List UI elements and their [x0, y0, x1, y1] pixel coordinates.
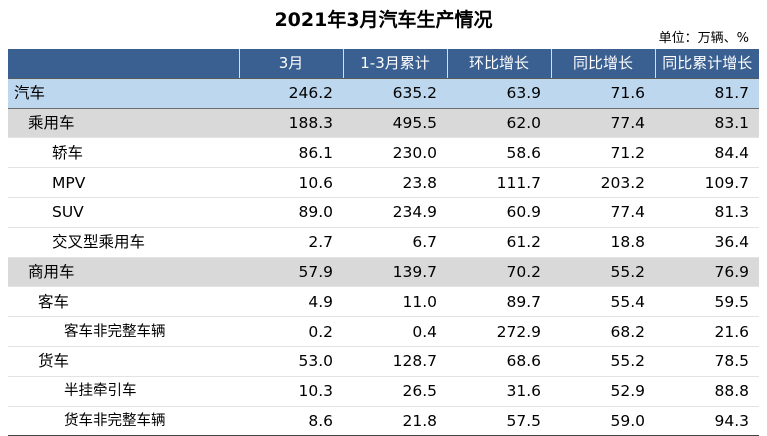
value-cell: 84.4 — [655, 137, 759, 169]
value-cell: 0.2 — [239, 316, 343, 347]
value-cell: 234.9 — [343, 197, 447, 228]
value-cell: 76.9 — [655, 257, 759, 288]
value-cell: 94.3 — [655, 406, 759, 436]
value-cell: 63.9 — [447, 78, 551, 109]
value-cell: 495.5 — [343, 108, 447, 139]
value-cell: 83.1 — [655, 108, 759, 139]
value-cell: 4.9 — [239, 286, 343, 318]
value-cell: 0.4 — [343, 316, 447, 347]
table-row: 客车非完整车辆 0.2 0.4 272.9 68.2 21.6 — [8, 316, 759, 347]
row-label: MPV — [8, 167, 239, 198]
value-cell: 89.0 — [239, 197, 343, 228]
value-cell: 55.4 — [551, 286, 655, 318]
value-cell: 111.7 — [447, 167, 551, 198]
value-cell: 53.0 — [239, 346, 343, 377]
value-cell: 62.0 — [447, 108, 551, 139]
value-cell: 68.6 — [447, 346, 551, 377]
value-cell: 81.7 — [655, 78, 759, 109]
value-cell: 31.6 — [447, 376, 551, 407]
unit-note: 单位：万辆、% — [658, 31, 749, 46]
value-cell: 59.5 — [655, 286, 759, 318]
value-cell: 10.3 — [239, 376, 343, 407]
row-label: 乘用车 — [8, 108, 239, 139]
value-cell: 89.7 — [447, 286, 551, 318]
row-label: 客车非完整车辆 — [8, 316, 239, 347]
value-cell: 139.7 — [343, 257, 447, 288]
value-cell: 10.6 — [239, 167, 343, 198]
header-cell-cumulative: 1-3月累计 — [342, 49, 447, 79]
value-cell: 57.9 — [239, 257, 343, 288]
value-cell: 128.7 — [343, 346, 447, 377]
table-row: 客车 4.9 11.0 89.7 55.4 59.5 — [8, 286, 759, 318]
row-label: 商用车 — [8, 257, 239, 288]
value-cell: 203.2 — [551, 167, 655, 198]
value-cell: 68.2 — [551, 316, 655, 347]
value-cell: 57.5 — [447, 406, 551, 436]
value-cell: 60.9 — [447, 197, 551, 228]
value-cell: 11.0 — [343, 286, 447, 318]
table-row: SUV 89.0 234.9 60.9 77.4 81.3 — [8, 197, 759, 228]
value-cell: 230.0 — [343, 137, 447, 169]
row-label: 汽车 — [8, 78, 239, 109]
value-cell: 23.8 — [343, 167, 447, 198]
value-cell: 635.2 — [343, 78, 447, 109]
table-row: 轿车 86.1 230.0 58.6 71.2 84.4 — [8, 137, 759, 169]
value-cell: 6.7 — [343, 227, 447, 258]
value-cell: 59.0 — [551, 406, 655, 436]
value-cell: 18.8 — [551, 227, 655, 258]
header-cell-yoy: 同比增长 — [550, 49, 655, 79]
row-label: 货车非完整车辆 — [8, 406, 239, 436]
table-row: MPV 10.6 23.8 111.7 203.2 109.7 — [8, 167, 759, 198]
value-cell: 58.6 — [447, 137, 551, 169]
production-table: 3月 1-3月累计 环比增长 同比增长 同比累计增长 汽车 246.2 635.2 6… — [8, 49, 759, 436]
value-cell: 55.2 — [551, 257, 655, 288]
value-cell: 88.8 — [655, 376, 759, 407]
value-cell: 8.6 — [239, 406, 343, 436]
header-cell-category — [8, 49, 239, 79]
header-cell-march: 3月 — [238, 49, 343, 79]
table-row: 货车非完整车辆 8.6 21.8 57.5 59.0 94.3 — [8, 406, 759, 436]
row-label: 货车 — [8, 346, 239, 377]
value-cell: 55.2 — [551, 346, 655, 377]
row-label: 交叉型乘用车 — [8, 227, 239, 258]
value-cell: 61.2 — [447, 227, 551, 258]
value-cell: 188.3 — [239, 108, 343, 139]
table-row: 乘用车 188.3 495.5 62.0 77.4 83.1 — [8, 108, 759, 139]
table-row: 货车 53.0 128.7 68.6 55.2 78.5 — [8, 346, 759, 377]
table-row: 汽车 246.2 635.2 63.9 71.6 81.7 — [8, 78, 759, 109]
table-row: 商用车 57.9 139.7 70.2 55.2 76.9 — [8, 257, 759, 288]
value-cell: 70.2 — [447, 257, 551, 288]
value-cell: 71.6 — [551, 78, 655, 109]
value-cell: 21.6 — [655, 316, 759, 347]
value-cell: 78.5 — [655, 346, 759, 377]
value-cell: 86.1 — [239, 137, 343, 169]
header-cell-yoy-cumulative: 同比累计增长 — [654, 49, 759, 79]
value-cell: 71.2 — [551, 137, 655, 169]
value-cell: 52.9 — [551, 376, 655, 407]
row-label: 轿车 — [8, 137, 239, 169]
value-cell: 81.3 — [655, 197, 759, 228]
value-cell: 21.8 — [343, 406, 447, 436]
value-cell: 77.4 — [551, 108, 655, 139]
row-label: 客车 — [8, 286, 239, 318]
value-cell: 109.7 — [655, 167, 759, 198]
row-label: 半挂牵引车 — [8, 376, 239, 407]
row-label: SUV — [8, 197, 239, 228]
table-title: 2021年3月汽车生产情况 — [274, 9, 493, 31]
header-cell-mom: 环比增长 — [446, 49, 551, 79]
header-row: 3月 1-3月累计 环比增长 同比增长 同比累计增长 — [8, 49, 759, 79]
table-row: 半挂牵引车 10.3 26.5 31.6 52.9 88.8 — [8, 376, 759, 407]
value-cell: 246.2 — [239, 78, 343, 109]
value-cell: 26.5 — [343, 376, 447, 407]
value-cell: 36.4 — [655, 227, 759, 258]
value-cell: 272.9 — [447, 316, 551, 347]
table-body: 汽车 246.2 635.2 63.9 71.6 81.7 乘用车 188.3 495.5 62.… — [8, 78, 759, 436]
value-cell: 77.4 — [551, 197, 655, 228]
table-row: 交叉型乘用车 2.7 6.7 61.2 18.8 36.4 — [8, 227, 759, 258]
value-cell: 2.7 — [239, 227, 343, 258]
